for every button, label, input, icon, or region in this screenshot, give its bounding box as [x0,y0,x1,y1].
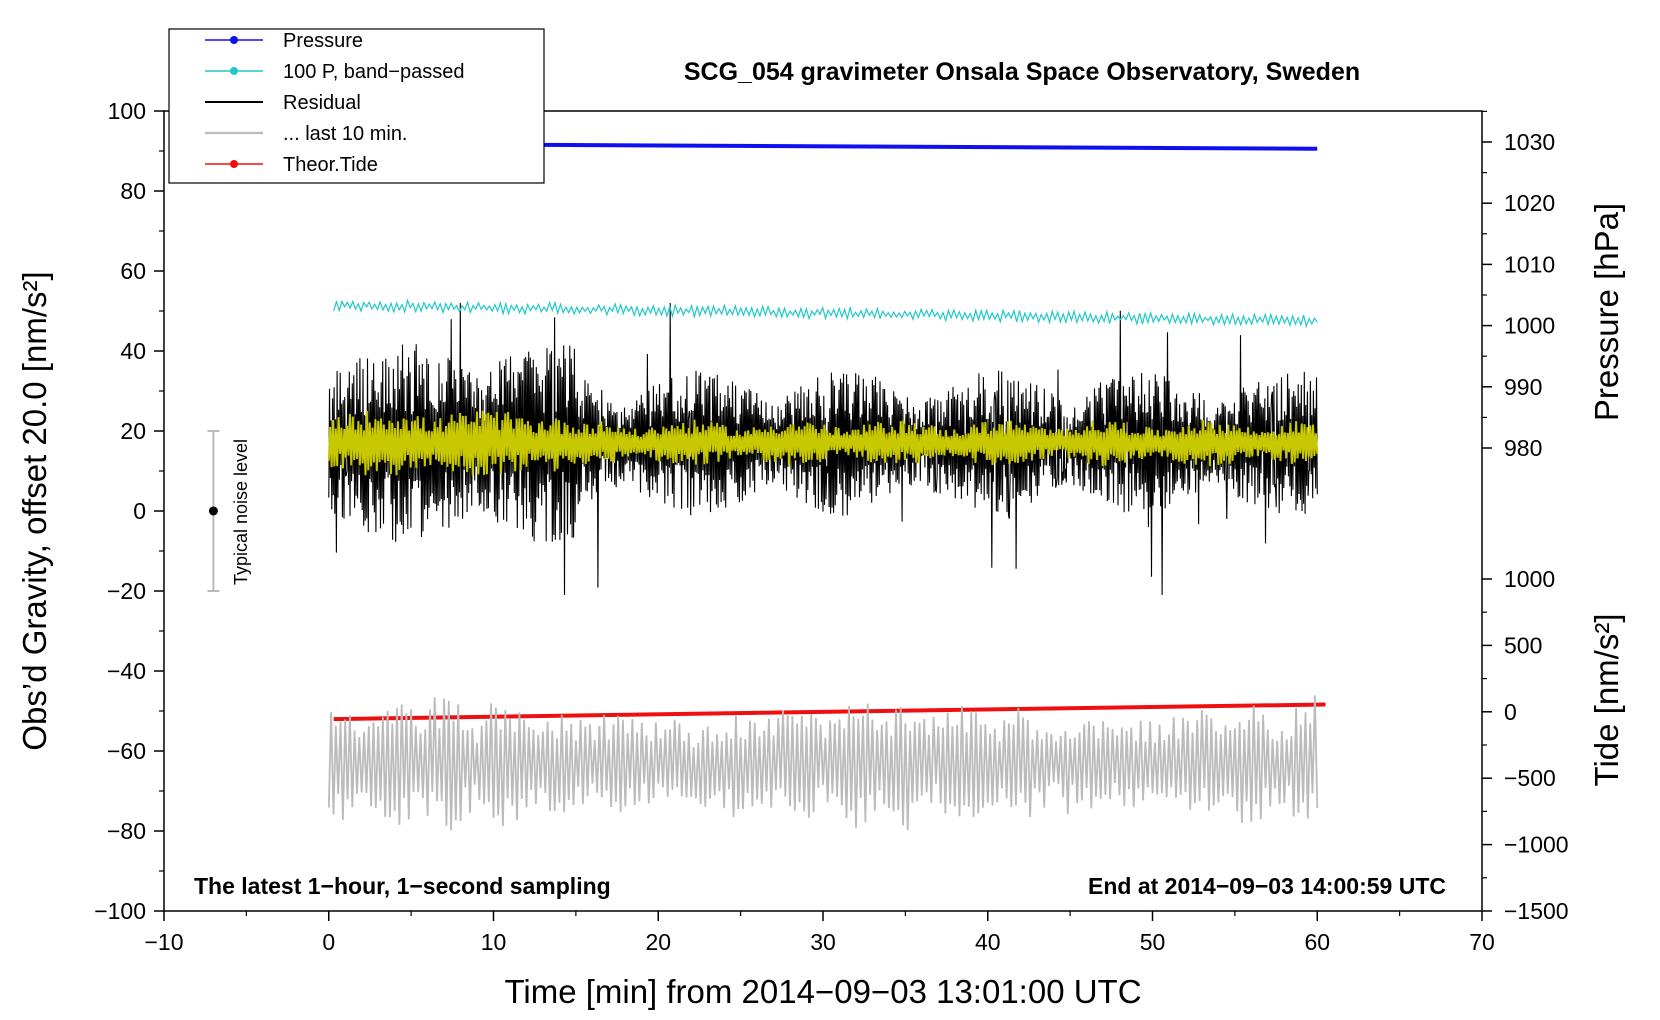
y-tick-label: 0 [133,498,146,524]
x-axis-label: Time [min] from 2014−09−03 13:01:00 UTC [504,973,1141,1010]
pressure-tick-label: 1030 [1504,129,1555,155]
legend-box [168,28,545,184]
legend: Pressure 100 P, band−passed Residual ... la… [168,28,545,184]
y-tick-label: −100 [94,898,146,924]
x-tick-label: 70 [1469,929,1495,955]
legend-label: Theor.Tide [283,154,378,176]
y-axis-label-tide: Tide [nm/s²] [1588,614,1625,787]
y-tick-label: 100 [108,98,146,124]
data-series [327,142,1326,831]
legend-marker [230,36,238,44]
y-tick-label: 40 [120,338,146,364]
last-10min-line [327,695,1319,831]
noise-level-bar: Typical noise level [207,430,251,592]
x-tick-label: 10 [481,929,507,955]
legend-marker [230,67,238,75]
x-tick-label: 0 [322,929,335,955]
x-tick-label: 50 [1140,929,1166,955]
y-tick-label: −20 [107,578,146,604]
pressure-tick-label: 980 [1504,435,1542,461]
pressure-line [543,142,1318,151]
y-tick-label: −60 [107,738,146,764]
legend-items: Pressure 100 P, band−passed Residual ... la… [205,30,464,176]
x-tick-label: 30 [810,929,836,955]
y-tick-label: 80 [120,178,146,204]
legend-label: Residual [283,92,361,114]
end-time-note: End at 2014−09−03 14:00:59 UTC [1088,873,1446,899]
axes: −10 0 10 20 30 40 50 60 70100806040200−20−40−60−… [94,98,1568,955]
x-tick-label: 20 [645,929,671,955]
y-tick-label: 60 [120,258,146,284]
x-tick-label: 60 [1304,929,1330,955]
legend-marker [230,160,238,168]
pressure-tick-label: 1020 [1504,190,1555,216]
y-axis-label-left: Obs’d Gravity, offset 20.0 [nm/s²] [16,271,53,750]
tide-tick-label: −1000 [1504,832,1569,858]
tide-line [333,702,1326,722]
legend-label: ... last 10 min. [283,123,408,145]
pressure-tick-label: 1000 [1504,313,1555,339]
tide-tick-label: −500 [1504,765,1556,791]
y-axis-label-pressure: Pressure [hPa] [1588,203,1625,421]
x-tick-label: −10 [144,929,183,955]
band-passed-pressure-line [333,298,1318,329]
legend-label: 100 P, band−passed [283,61,464,83]
noise-bar-center-dot [208,506,218,516]
x-tick-label: 40 [975,929,1001,955]
tide-tick-label: 0 [1504,699,1517,725]
y-tick-label: −80 [107,818,146,844]
tide-tick-label: 1000 [1504,566,1555,592]
y-tick-label: −40 [107,658,146,684]
y-tick-label: 20 [120,418,146,444]
tide-tick-label: −1500 [1504,898,1569,924]
tide-tick-label: 500 [1504,632,1542,658]
sampling-note: The latest 1−hour, 1−second sampling [194,873,611,899]
chart-title: SCG_054 gravimeter Onsala Space Observat… [684,58,1360,86]
residual-smoothed-line [327,410,1319,476]
legend-label: Pressure [283,30,363,52]
noise-level-label: Typical noise level [231,439,251,585]
pressure-tick-label: 990 [1504,374,1542,400]
pressure-tick-label: 1010 [1504,251,1555,277]
